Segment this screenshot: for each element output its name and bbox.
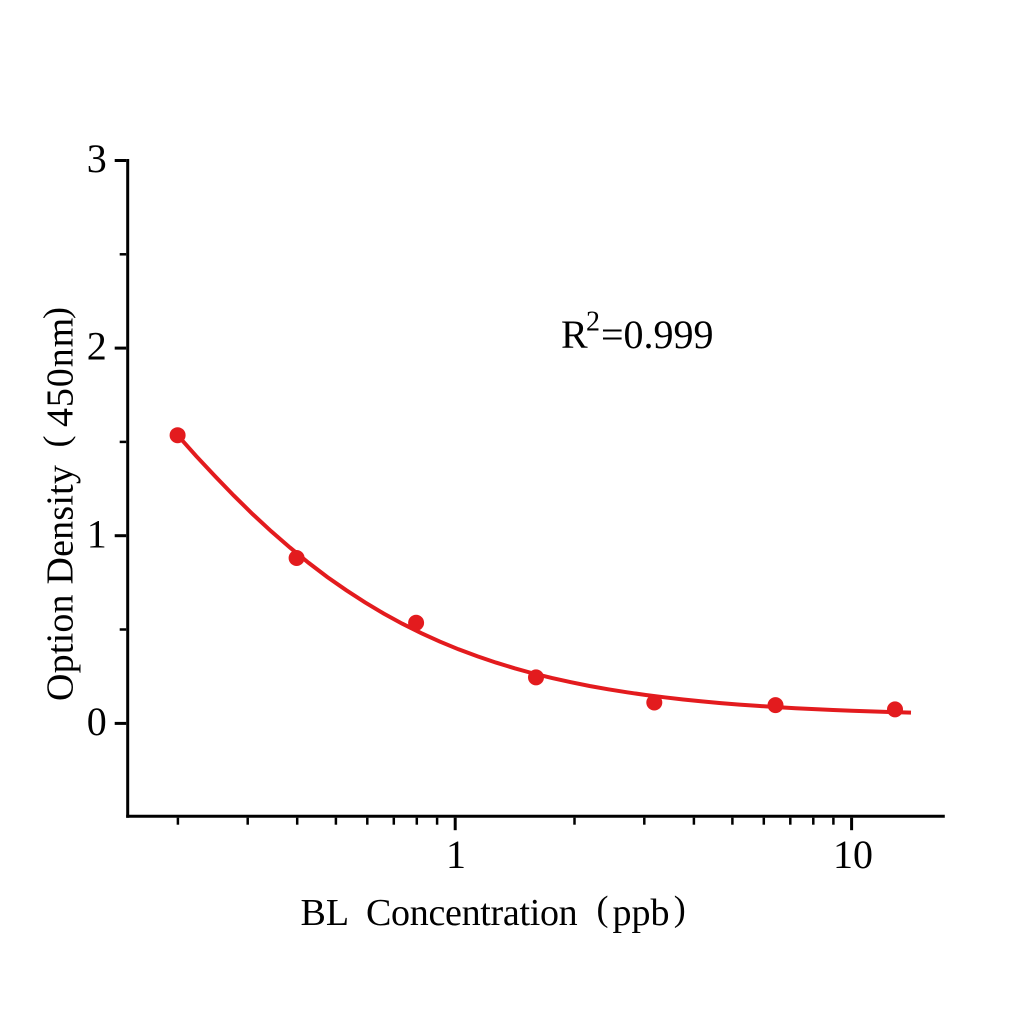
svg-text:): ) [36,307,76,319]
svg-text:R: R [561,312,588,357]
svg-text:Option Density: Option Density [40,465,82,701]
svg-text:Concentration: Concentration [366,892,578,934]
svg-text:10: 10 [833,832,873,877]
svg-text:): ) [674,889,686,929]
svg-text:2: 2 [586,307,600,338]
svg-text:ppb: ppb [613,892,670,934]
svg-text:(: ( [36,436,76,448]
svg-text:1: 1 [87,511,107,556]
svg-text:BL: BL [301,892,350,934]
svg-text:450nm: 450nm [40,317,82,427]
svg-text:1: 1 [446,832,466,877]
svg-text:2: 2 [87,324,107,369]
svg-text:3: 3 [87,136,107,181]
svg-text:(: ( [597,889,609,929]
svg-text:0: 0 [87,699,107,744]
svg-text:=0.999: =0.999 [601,312,714,357]
